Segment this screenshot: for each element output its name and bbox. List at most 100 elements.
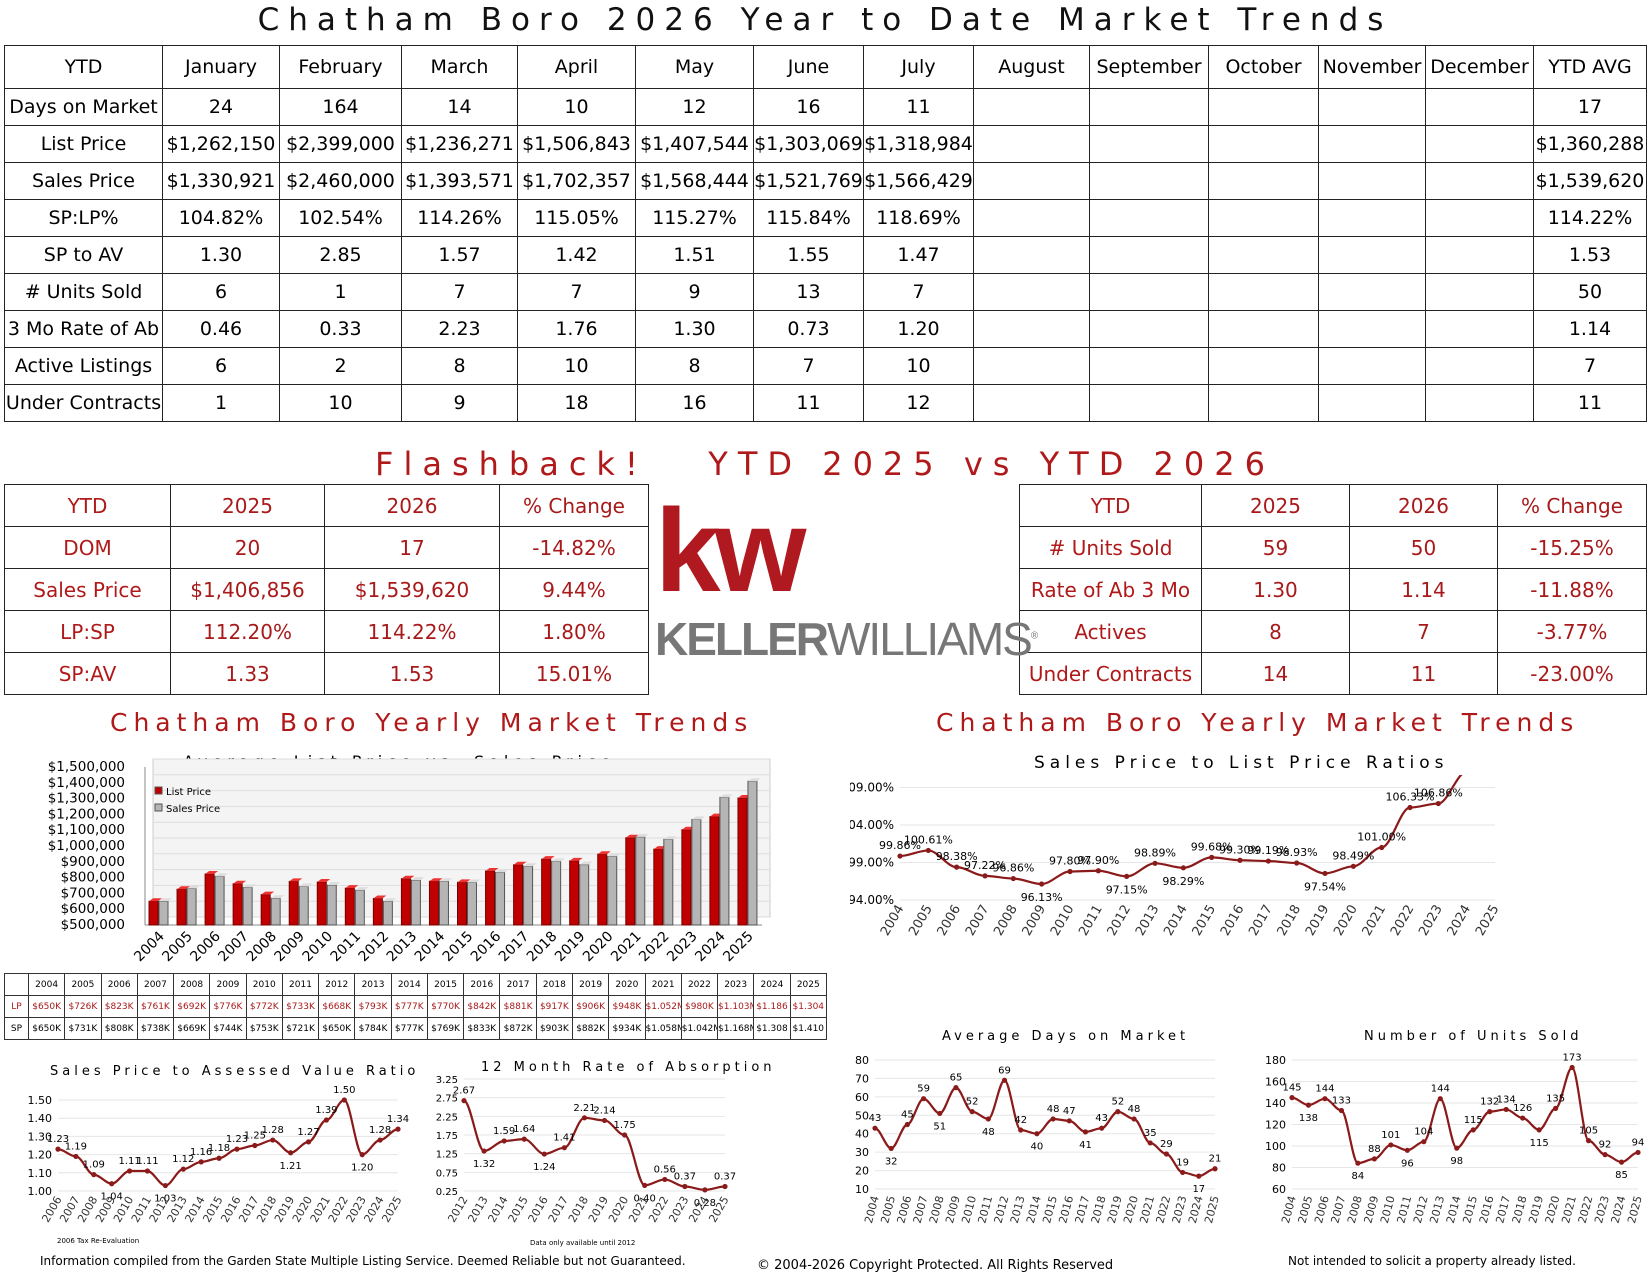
- table-cell: [1318, 88, 1426, 126]
- data-point: [581, 1115, 588, 1121]
- table-cell: 2009: [209, 973, 247, 996]
- table-cell: [1208, 347, 1319, 385]
- data-label: 65: [950, 1073, 963, 1084]
- bar-top: [401, 875, 415, 879]
- table-cell: [1089, 273, 1209, 311]
- bar-list: [372, 897, 383, 926]
- legend-swatch: [154, 803, 163, 812]
- table-cell: $833K: [463, 1017, 501, 1040]
- table-cell: [973, 384, 1090, 422]
- absorption-note: Data only available until 2012: [530, 1239, 636, 1247]
- bar-top: [187, 885, 201, 889]
- data-point: [1152, 860, 1158, 866]
- bar-sales: [186, 888, 197, 926]
- compare-cell: 1.14: [1349, 568, 1498, 611]
- x-tick-label: 2019: [552, 929, 589, 966]
- bar-list: [485, 870, 496, 926]
- data-point: [541, 1151, 547, 1157]
- data-point: [982, 873, 988, 879]
- y-tick-label: 30: [855, 1146, 869, 1159]
- x-tick-label: 2021: [1360, 903, 1390, 939]
- data-label: 2.14: [593, 1105, 615, 1116]
- data-label: 69: [998, 1065, 1011, 1076]
- data-label: 0.37: [674, 1172, 696, 1183]
- y-tick-label: 109.00%: [850, 781, 894, 795]
- data-label: 48: [982, 1127, 995, 1138]
- y-tick-label: $1,400,000: [48, 775, 125, 791]
- table-cell: $650K: [27, 995, 66, 1018]
- bar-sales: [663, 838, 674, 926]
- bar-list: [260, 894, 271, 926]
- x-tick-label: 2025: [1473, 903, 1503, 939]
- table-cell: 9: [401, 384, 518, 422]
- x-tick-label: 2009: [1020, 903, 1050, 939]
- data-label: 101.00%: [1357, 831, 1406, 844]
- bar-top: [373, 895, 387, 899]
- table-cell: [1089, 347, 1209, 385]
- data-label: 98.49%: [1332, 849, 1374, 862]
- data-label: 115: [1464, 1115, 1483, 1126]
- x-tick-label: 2006: [935, 903, 965, 939]
- data-label: 88: [1368, 1144, 1381, 1155]
- row-label: LP: [4, 995, 29, 1018]
- compare-cell: Under Contracts: [1019, 652, 1202, 695]
- data-point: [1388, 1142, 1394, 1148]
- data-label: 98: [1450, 1156, 1463, 1167]
- data-point: [1487, 1109, 1493, 1115]
- data-point: [73, 1153, 79, 1160]
- page-title: Chatham Boro 2026 Year to Date Market Tr…: [257, 2, 1393, 38]
- data-label: 94: [1632, 1137, 1645, 1148]
- table-cell: [1425, 125, 1534, 163]
- data-point: [1196, 1173, 1202, 1179]
- bar-top: [513, 861, 527, 865]
- data-label: 1.28: [369, 1125, 391, 1136]
- y-tick-label: 1.75: [436, 1131, 458, 1142]
- absorption-line-chart: 3.25 2.75 2.25 1.75 1.25 0.75 0.25 2.67 1.32 1.59…: [436, 1075, 736, 1225]
- x-tick-label: 2017: [1246, 903, 1276, 939]
- bar-top: [355, 887, 369, 891]
- x-tick-label: 2013: [384, 929, 421, 966]
- compare-cell: YTD: [4, 484, 171, 527]
- table-cell: $1,407,544: [635, 125, 754, 163]
- bar-sales: [410, 879, 421, 926]
- header-cell: YTD AVG: [1533, 45, 1647, 89]
- data-label: 145: [1282, 1083, 1301, 1094]
- data-label: 19: [1176, 1157, 1189, 1168]
- table-cell: 2013: [354, 973, 392, 996]
- table-cell: 7: [517, 273, 636, 311]
- table-cell: 14: [401, 88, 518, 126]
- data-point: [872, 1125, 878, 1131]
- absorption-chart-title: 12 Month Rate of Absorption: [481, 1060, 776, 1075]
- x-tick-label: 2012: [356, 929, 393, 966]
- data-label: 40: [1031, 1142, 1044, 1153]
- data-label: 29: [1160, 1139, 1173, 1150]
- bar-list: [513, 864, 524, 926]
- table-cell: 114.22%: [1533, 199, 1647, 237]
- kw-logo-name: KELLERWILLIAMS®: [655, 612, 1038, 666]
- list-vs-sales-bar-chart: $1,500,000$1,400,000$1,300,000$1,200,000…: [48, 758, 771, 966]
- data-point: [1585, 1138, 1592, 1144]
- table-cell: [1425, 236, 1534, 274]
- data-label: 84: [1352, 1171, 1365, 1182]
- table-cell: 2008: [173, 973, 211, 996]
- data-point: [1338, 1107, 1345, 1114]
- compare-cell: 9.44%: [499, 568, 649, 611]
- data-label: 51: [933, 1121, 946, 1132]
- y-tick-label: 1.30: [28, 1130, 53, 1143]
- x-tick-label: 2023: [1416, 903, 1446, 939]
- row-label: Active Listings: [4, 347, 163, 385]
- table-cell: 11: [863, 88, 974, 126]
- data-point: [1039, 881, 1045, 887]
- bar-list: [541, 858, 552, 926]
- header-cell: June: [753, 45, 864, 89]
- table-cell: 50: [1533, 273, 1647, 311]
- data-label: 48: [1047, 1104, 1060, 1115]
- data-label: 48: [1128, 1104, 1141, 1115]
- y-tick-label: 1.50: [28, 1094, 53, 1107]
- data-label: 0.37: [714, 1172, 736, 1183]
- data-label: 173: [1563, 1053, 1582, 1064]
- table-row: Active Listings 6 2 8 10 8 7 10 7: [4, 347, 1647, 385]
- bar-sales: [326, 884, 337, 926]
- data-point: [1124, 873, 1130, 879]
- compare-cell: 7: [1349, 610, 1498, 653]
